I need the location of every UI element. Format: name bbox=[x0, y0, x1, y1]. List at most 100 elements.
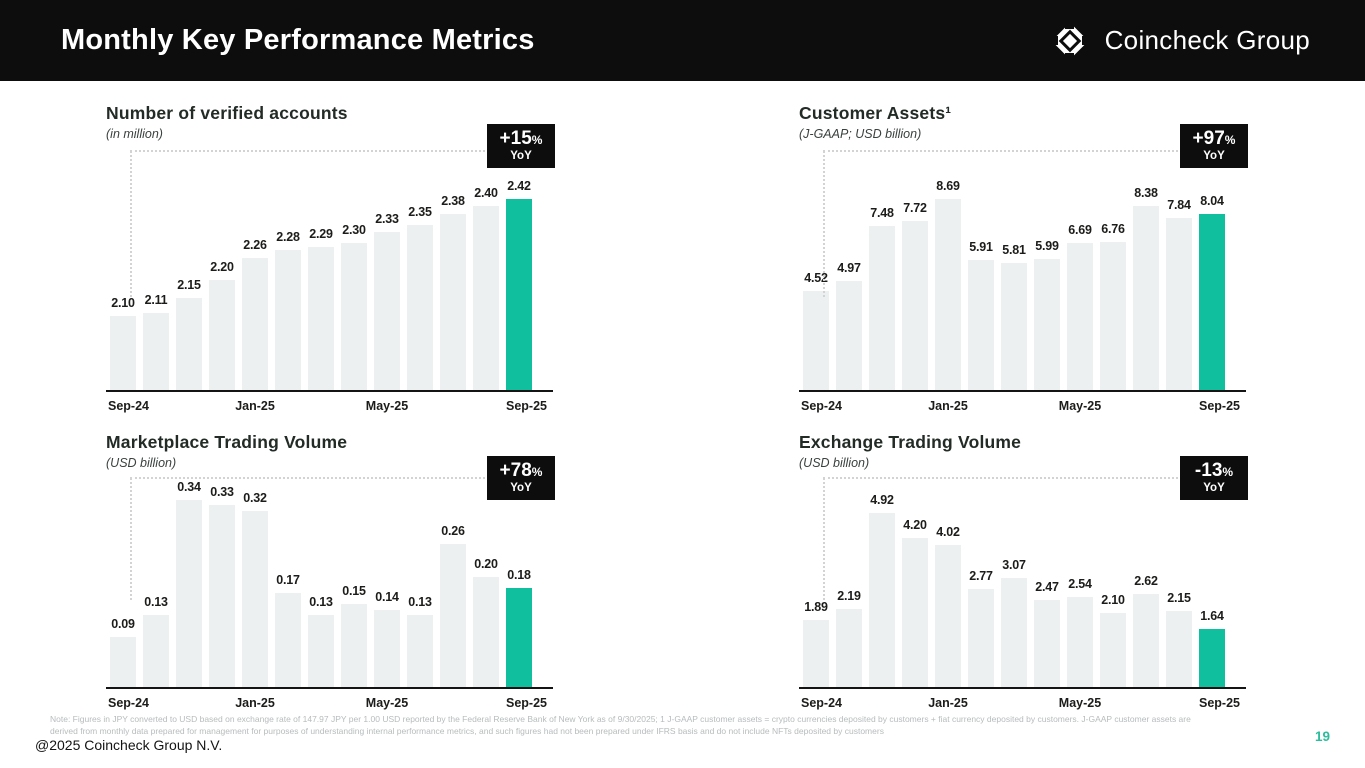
bar-value-label: 0.33 bbox=[210, 485, 234, 499]
bar bbox=[242, 511, 268, 687]
bar bbox=[506, 199, 532, 390]
bar bbox=[1067, 597, 1093, 687]
yoy-value: +15% bbox=[499, 128, 543, 150]
bar-value-label: 2.38 bbox=[441, 194, 465, 208]
bar-value-label: 0.17 bbox=[276, 573, 300, 587]
bar bbox=[1067, 243, 1093, 390]
bar bbox=[1034, 259, 1060, 390]
chart-title: Marketplace Trading Volume bbox=[106, 432, 348, 452]
bar-value-label: 1.64 bbox=[1200, 609, 1224, 623]
chart-title: Exchange Trading Volume bbox=[799, 432, 1022, 452]
bar bbox=[440, 544, 466, 687]
x-axis-label: Jan-25 bbox=[235, 399, 275, 413]
yoy-value: +97% bbox=[1192, 128, 1236, 150]
bar bbox=[473, 577, 499, 687]
x-axis-label: May-25 bbox=[365, 696, 409, 710]
bar-value-label: 2.10 bbox=[111, 296, 135, 310]
bar bbox=[1166, 611, 1192, 687]
chart-plot-area: 0.09 0.13 0.34 0.33 0.32 0.17 0.13 0.15 0.14 0.13… bbox=[106, 477, 553, 710]
bar-value-label: 2.11 bbox=[144, 293, 168, 307]
bar-value-label: 0.18 bbox=[507, 568, 531, 582]
bar bbox=[1133, 206, 1159, 390]
bar bbox=[869, 226, 895, 390]
chart-plot-area: 1.89 2.19 4.92 4.20 4.02 2.77 3.07 2.47 2.54 2.10… bbox=[799, 477, 1246, 710]
bar bbox=[110, 316, 136, 390]
chart-subtitle: (in million) bbox=[106, 127, 163, 141]
bar-value-label: 2.19 bbox=[837, 589, 861, 603]
bar bbox=[308, 615, 334, 687]
bar-value-label: 8.04 bbox=[1200, 194, 1224, 208]
x-axis-label: Sep-24 bbox=[801, 399, 842, 413]
bar bbox=[143, 615, 169, 687]
bar bbox=[176, 500, 202, 687]
x-axis-label: May-25 bbox=[1058, 696, 1102, 710]
x-axis-label: May-25 bbox=[1058, 399, 1102, 413]
bar bbox=[1001, 263, 1027, 390]
bar-value-label: 0.20 bbox=[474, 557, 498, 571]
bar bbox=[836, 281, 862, 390]
chart-subtitle: (USD billion) bbox=[106, 456, 177, 470]
chart-plot-area: 4.52 4.97 7.48 7.72 8.69 5.91 5.81 5.99 6.69 6.76… bbox=[799, 150, 1246, 413]
x-axis-label: Sep-25 bbox=[1199, 696, 1240, 710]
bar-value-label: 1.89 bbox=[804, 600, 828, 614]
x-axis-label: Sep-25 bbox=[506, 696, 547, 710]
bar bbox=[1034, 600, 1060, 687]
x-axis-label: Sep-24 bbox=[801, 696, 842, 710]
bar bbox=[209, 280, 235, 390]
bar bbox=[176, 298, 202, 390]
x-axis-label: Jan-25 bbox=[928, 696, 968, 710]
chart-subtitle: (USD billion) bbox=[799, 456, 870, 470]
bar bbox=[440, 214, 466, 390]
slide-title: Monthly Key Performance Metrics bbox=[61, 24, 535, 56]
bar-value-label: 0.13 bbox=[408, 595, 432, 609]
bar-value-label: 4.97 bbox=[837, 261, 861, 275]
bar-value-label: 0.34 bbox=[177, 480, 201, 494]
bar bbox=[935, 199, 961, 390]
header-bar: Monthly Key Performance Metrics Coinchec… bbox=[0, 0, 1365, 81]
bar bbox=[968, 260, 994, 390]
footnote: Note: Figures in JPY converted to USD ba… bbox=[50, 714, 1305, 737]
chart-title: Customer Assets¹ bbox=[799, 103, 952, 123]
bar bbox=[1199, 629, 1225, 687]
bar bbox=[341, 243, 367, 390]
footnote-line-1: Note: Figures in JPY converted to USD ba… bbox=[50, 714, 1191, 724]
bar bbox=[374, 232, 400, 390]
yoy-value: -13% bbox=[1194, 460, 1234, 482]
x-axis-label: Sep-25 bbox=[506, 399, 547, 413]
x-axis-label: Sep-24 bbox=[108, 399, 149, 413]
bar bbox=[110, 637, 136, 687]
x-axis-label: May-25 bbox=[365, 399, 409, 413]
bar-value-label: 2.42 bbox=[507, 179, 531, 193]
chart-exchange-volume: Exchange Trading Volume (USD billion) -1… bbox=[799, 432, 1248, 722]
yoy-value: +78% bbox=[499, 460, 543, 482]
bar-value-label: 6.69 bbox=[1068, 223, 1092, 237]
bar-value-label: 2.29 bbox=[309, 227, 333, 241]
bar-value-label: 2.35 bbox=[408, 205, 432, 219]
bar-value-label: 2.26 bbox=[243, 238, 267, 252]
bar-value-label: 3.07 bbox=[1002, 558, 1026, 572]
x-axis-label: Sep-24 bbox=[108, 696, 149, 710]
x-axis-label: Jan-25 bbox=[928, 399, 968, 413]
copyright: @2025 Coincheck Group N.V. bbox=[35, 737, 223, 753]
bar bbox=[1133, 594, 1159, 687]
bar-value-label: 2.33 bbox=[375, 212, 399, 226]
bar bbox=[836, 609, 862, 687]
bar-value-label: 5.99 bbox=[1035, 239, 1059, 253]
chart-subtitle: (J-GAAP; USD billion) bbox=[799, 127, 922, 141]
bar bbox=[1100, 613, 1126, 687]
x-axis-label: Jan-25 bbox=[235, 696, 275, 710]
bar bbox=[374, 610, 400, 687]
bar bbox=[242, 258, 268, 390]
bar-value-label: 4.92 bbox=[870, 493, 894, 507]
bar bbox=[308, 247, 334, 390]
yoy-badge: +78% YoY bbox=[487, 456, 555, 500]
yoy-badge: +15% YoY bbox=[487, 124, 555, 168]
bar-value-label: 2.40 bbox=[474, 186, 498, 200]
bar bbox=[1001, 578, 1027, 687]
bar-value-label: 2.30 bbox=[342, 223, 366, 237]
bar bbox=[209, 505, 235, 687]
bar bbox=[473, 206, 499, 390]
bar-value-label: 0.09 bbox=[111, 617, 135, 631]
chart-customer-assets: Customer Assets¹ (J-GAAP; USD billion) +… bbox=[799, 103, 1248, 428]
bar-value-label: 4.52 bbox=[804, 271, 828, 285]
